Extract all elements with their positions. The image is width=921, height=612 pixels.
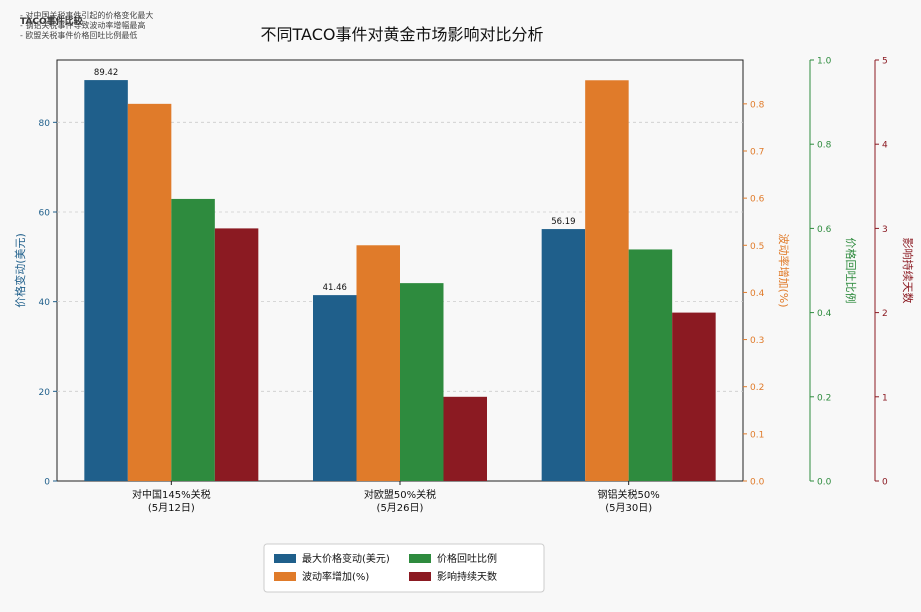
bar [400, 283, 444, 481]
y-tick-label: 40 [39, 298, 51, 308]
bar [628, 249, 673, 481]
y-tick-label: 0.6 [750, 195, 765, 205]
y-tick-label: 3 [882, 225, 888, 235]
x-tick-label: (5月12日) [148, 502, 195, 514]
legend-box [263, 543, 545, 593]
notes-line-1: - 对中国关税事件引起的价格变化最大 [20, 11, 154, 20]
y-tick-label: 0.3 [750, 336, 764, 346]
y-tick-label: 20 [39, 388, 51, 398]
y-tick-label: 0.7 [750, 147, 764, 157]
y-tick-label: 0.0 [750, 478, 765, 488]
y-tick-label: 5 [882, 57, 888, 67]
legend-label: 波动率增加(%) [302, 570, 369, 583]
chart-title: 不同TACO事件对黄金市场影响对比分析 [261, 25, 544, 44]
y-tick-label: 0.2 [750, 383, 764, 393]
legend-label: 最大价格变动(美元) [302, 552, 390, 565]
x-tick-label: 对中国145%关税 [132, 488, 211, 501]
legend-swatch [409, 572, 431, 581]
y-tick-label: 60 [39, 208, 51, 218]
notes-title: TACO事件比较 [20, 17, 83, 27]
bar [356, 245, 400, 481]
y-tick-label: 80 [39, 119, 51, 129]
notes-line-2: - 钢铝关税事件导致波动率增幅最高 [20, 21, 146, 30]
bar [84, 80, 128, 481]
legend-swatch [409, 554, 431, 563]
legend-swatch [274, 554, 296, 563]
bar [313, 295, 357, 481]
y-tick-label: 0.8 [817, 141, 832, 151]
bar [585, 80, 629, 481]
y-tick-label: 0.1 [750, 430, 764, 440]
y-tick-label: 2 [882, 309, 888, 319]
y-tick-label: 0.0 [817, 478, 832, 488]
legend-label: 价格回吐比例 [437, 552, 497, 565]
bar [214, 228, 259, 481]
y-axis-label: 波动率增加(%) [777, 233, 791, 307]
y-tick-label: 0.6 [817, 225, 832, 235]
x-tick-label: 钢铝关税50% [598, 488, 660, 501]
y-tick-label: 0.5 [750, 242, 764, 252]
bar [541, 229, 586, 481]
notes-line-3: - 欧盟关税事件价格回吐比例最低 [20, 31, 138, 40]
data-label: 56.19 [551, 217, 575, 227]
y-axis-label: 价格回吐比例 [844, 238, 858, 304]
y-tick-label: 0.4 [750, 289, 765, 299]
legend-swatch [274, 572, 296, 581]
x-tick-label: (5月26日) [377, 502, 424, 514]
y-tick-label: 0.8 [750, 100, 765, 110]
y-tick-label: 0 [44, 478, 50, 488]
legend-label: 影响持续天数 [437, 570, 497, 583]
y-tick-label: 4 [882, 141, 888, 151]
x-tick-label: (5月30日) [605, 502, 652, 514]
y-tick-label: 0.4 [817, 309, 832, 319]
axes-layer: 对中国145%关税(5月12日) 对欧盟50%关税(5月26日) 钢铝关税50%(5… [13, 57, 915, 515]
bar [127, 103, 172, 481]
y-tick-label: 0.2 [817, 393, 831, 403]
data-label: 89.42 [94, 68, 118, 78]
y-tick-label: 1.0 [817, 57, 832, 67]
bar [171, 198, 215, 481]
x-tick-label: 对欧盟50%关税 [364, 488, 436, 501]
y-axis-label: 价格变动(美元) [13, 233, 27, 308]
bar [672, 312, 716, 481]
bar [443, 396, 487, 481]
bars-layer: 89.42 41.46 56.19 [84, 68, 716, 481]
data-label: 41.46 [323, 283, 347, 293]
y-tick-label: 0 [882, 478, 888, 488]
y-tick-label: 1 [882, 393, 888, 403]
y-axis-label: 影响持续天数 [901, 238, 915, 304]
